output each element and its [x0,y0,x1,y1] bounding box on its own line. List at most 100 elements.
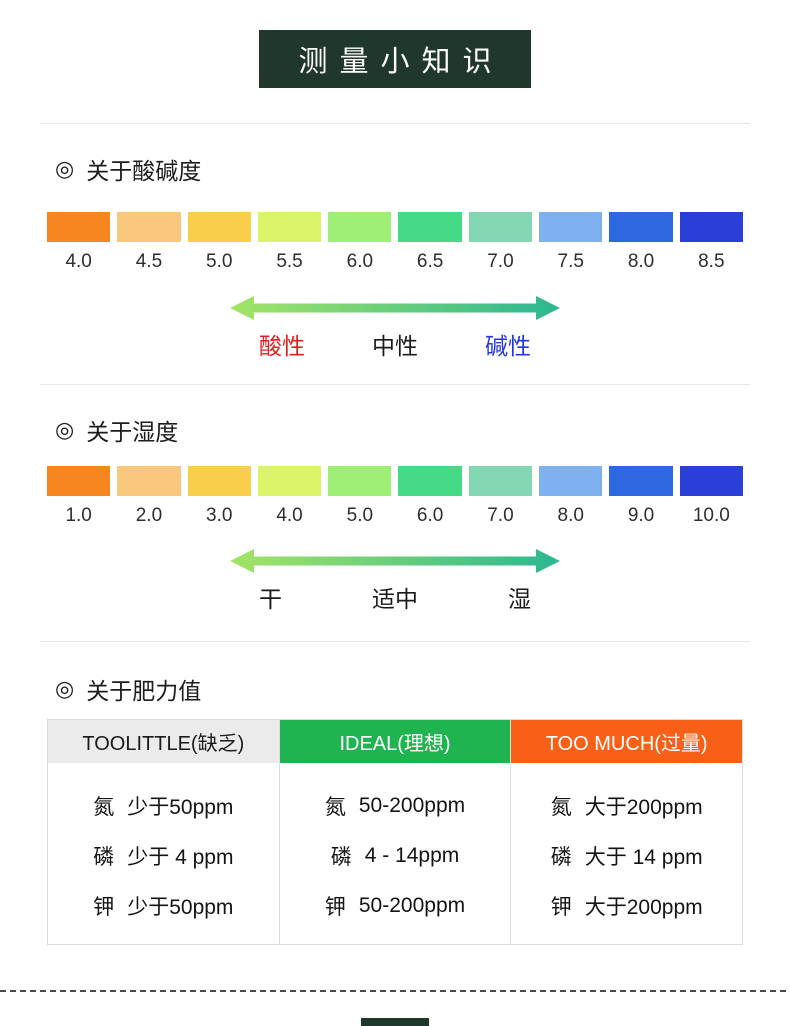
scale-value: 8.0 [557,505,584,526]
element-label: 钾 [93,896,115,919]
element-value: 大于200ppm [584,896,703,919]
section-title-text: 关于湿度 [86,419,179,445]
zone-label: 酸性 [259,333,305,359]
ph-section-title: ◎ 关于酸碱度 [0,155,790,185]
color-swatch [468,466,533,496]
color-swatch [539,212,603,242]
fertility-section-title: ◎ 关于肥力值 [0,675,790,705]
scale-value: 10.0 [692,505,730,526]
double-arrow-icon [230,549,560,573]
color-swatch [328,212,392,242]
ph-arrow-wrap [0,295,790,321]
color-swatch [398,212,462,242]
scale-step: 1.0 [47,466,111,527]
element-label: 氮 [93,796,115,819]
zone-label: 碱性 [485,333,531,359]
color-swatch [679,466,743,496]
fertility-row: 氮少于50ppm [48,781,279,831]
scale-value: 8.0 [627,251,655,272]
bullseye-icon: ◎ [55,417,75,442]
humidity-color-scale: 1.0 2.0 3.0 4.0 5.0 6.0 7.0 8.0 9.0 10.0 [0,466,790,527]
fertility-row: 钾大于200ppm [511,881,742,931]
humidity-section-title: ◎ 关于湿度 [0,416,790,446]
scale-value: 5.5 [276,251,303,272]
scale-step: 7.5 [539,212,603,273]
bullseye-icon: ◎ [55,156,75,181]
scale-value: 6.0 [346,251,374,272]
scale-step: 4.5 [117,212,181,273]
color-swatch [539,466,603,496]
fertility-column-3: TOO MUCH(过量) 氮大于200ppm 磷大于 14 ppm 钾大于200ppm [510,720,743,944]
scale-step: 8.5 [679,212,743,273]
fertility-column-header: IDEAL(理想) [279,720,511,763]
color-swatch [328,466,392,496]
scale-step: 4.0 [257,466,322,527]
scale-step: 4.0 [47,212,111,273]
scale-step: 5.5 [257,212,322,273]
humidity-section: ◎ 关于湿度 1.0 2.0 3.0 4.0 5.0 6.0 7.0 8.0 9.0 10.0 干… [0,416,790,612]
scale-step: 8.0 [539,466,603,527]
scale-value: 7.0 [487,505,514,526]
scale-step: 3.0 [187,466,251,527]
divider [40,641,750,642]
ph-color-scale: 4.0 4.5 5.0 5.5 6.0 6.5 7.0 7.5 8.0 8.5 [0,212,790,273]
color-swatch [117,212,181,242]
fertility-row: 钾 50-200ppm [280,881,511,931]
ph-section: ◎ 关于酸碱度 4.0 4.5 5.0 5.5 6.0 6.5 7.0 7.5 8.0 8.5 酸… [0,155,790,359]
fertility-row: 磷少于 4 ppm [48,831,279,881]
scale-step: 6.5 [398,212,462,273]
section-title-text: 关于酸碱度 [86,158,202,184]
scale-value: 4.5 [135,251,163,272]
element-label: 氮 [550,796,572,819]
element-value: 4 - 14ppm [364,844,460,867]
scale-value: 8.5 [698,251,725,272]
color-swatch [468,212,533,242]
scale-step: 9.0 [609,466,673,527]
element-label: 磷 [550,846,572,869]
color-swatch [398,466,462,496]
element-value: 50-200ppm [358,794,466,817]
color-swatch [47,466,111,496]
divider [40,123,750,124]
color-swatch [257,466,322,496]
fertility-column-1: TOOLITTLE(缺乏) 氮少于50ppm 磷少于 4 ppm 钾少于50ppm [48,720,279,944]
element-label: 氮 [324,796,346,819]
bullseye-icon: ◎ [55,676,75,701]
scale-step: 6.0 [328,212,392,273]
scale-value: 6.0 [416,505,444,526]
scale-value: 6.5 [416,251,444,272]
color-swatch [609,212,673,242]
scale-value: 4.0 [276,505,303,526]
page-title-box: 测量小知识 [259,30,531,88]
scale-value: 3.0 [206,505,233,526]
fertility-row: 磷 4 - 14ppm [280,831,511,881]
element-label: 钾 [324,896,346,919]
double-arrow-icon [230,296,560,320]
scale-value: 5.0 [346,505,374,526]
fertility-section: ◎ 关于肥力值 TOOLITTLE(缺乏) 氮少于50ppm 磷少于 4 ppm 钾少… [0,675,790,945]
element-label: 磷 [93,846,115,869]
zone-label: 湿 [508,586,531,612]
color-swatch [187,212,251,242]
scale-value: 4.0 [65,251,92,272]
element-value: 少于 4 ppm [127,846,234,869]
element-value: 少于50ppm [127,896,234,919]
scale-value: 7.5 [557,251,584,272]
fertility-row: 氮 50-200ppm [280,781,511,831]
color-swatch [117,466,181,496]
fertility-row: 钾少于50ppm [48,881,279,931]
fertility-column-header: TOO MUCH(过量) [511,720,743,763]
element-value: 大于200ppm [584,796,703,819]
color-swatch [679,212,743,242]
element-label: 钾 [550,896,572,919]
element-label: 磷 [330,846,352,869]
color-swatch [257,212,322,242]
color-swatch [47,212,111,242]
fertility-column-body: 氮少于50ppm 磷少于 4 ppm 钾少于50ppm [48,763,279,944]
humidity-arrow-wrap [0,548,790,574]
fertility-column-body: 氮 50-200ppm 磷 4 - 14ppm 钾 50-200ppm [280,763,511,944]
top-header: 测量小知识 [0,0,790,88]
page-title: 测量小知识 [298,46,504,78]
scale-step: 6.0 [398,466,462,527]
scale-step: 10.0 [679,466,743,527]
